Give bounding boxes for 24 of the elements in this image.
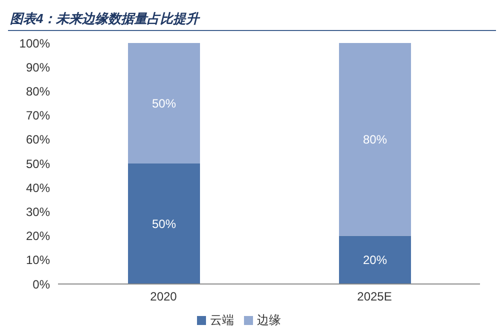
bar <box>339 236 411 284</box>
data-label: 50% <box>152 216 176 231</box>
chart-title: 图表4：未来边缘数据量占比提升 <box>8 8 496 31</box>
x-tick-label: 2025E <box>357 290 392 304</box>
bar <box>128 43 200 164</box>
data-label: 50% <box>152 96 176 110</box>
y-tick-label: 60% <box>26 132 50 147</box>
y-tick-label: 40% <box>26 180 50 195</box>
data-label: 80% <box>362 132 388 146</box>
y-tick-label: 70% <box>26 108 50 123</box>
y-tick-label: 80% <box>26 84 50 98</box>
legend-label: 云端 <box>210 313 234 327</box>
y-tick-label: 90% <box>26 60 50 74</box>
y-tick-label: 30% <box>26 204 50 219</box>
y-tick-label: 10% <box>26 253 50 268</box>
bar <box>128 164 200 284</box>
legend-label: 边缘 <box>257 313 281 327</box>
bar <box>339 43 411 236</box>
y-tick-label: 50% <box>26 156 50 171</box>
y-tick-label: 20% <box>26 229 50 244</box>
y-tick-label: 0% <box>32 277 50 292</box>
data-label: 20% <box>362 252 388 267</box>
x-tick-label: 2020 <box>150 290 178 304</box>
y-tick-label: 100% <box>19 36 50 50</box>
